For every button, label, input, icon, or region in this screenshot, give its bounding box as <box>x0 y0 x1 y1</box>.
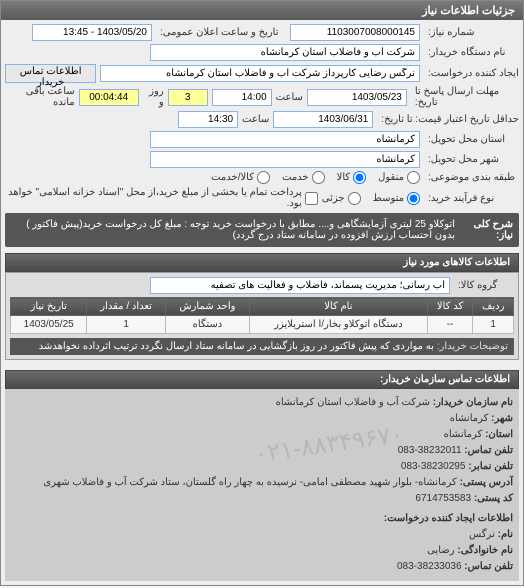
process-note-check[interactable]: پرداخت تمام یا بخشی از مبلغ خرید،از محل … <box>5 187 318 209</box>
table-cell: دستگاه اتوکلاو بخار/ا استریلایزر <box>249 316 427 334</box>
deadline-time-input[interactable] <box>212 89 272 106</box>
announce-label: تاریخ و ساعت اعلان عمومی: <box>156 27 286 38</box>
budget-opt-1[interactable]: کالا <box>337 171 367 184</box>
city-input[interactable] <box>150 151 420 168</box>
desc-label: شرح کلی نیاز: <box>463 219 513 241</box>
table-header: نام کالا <box>249 298 427 316</box>
contact-section-title: اطلاعات تماس سازمان خریدار: <box>5 370 519 389</box>
buyer-note-bar: توضیحات خریدار: به مواردی که پیش فاکتور … <box>10 338 514 355</box>
announce-date-input[interactable] <box>32 24 152 41</box>
province-input[interactable] <box>150 131 420 148</box>
org-name-input[interactable] <box>150 44 420 61</box>
time-label: ساعت <box>276 92 303 103</box>
contact-block: نام سازمان خریدار: شرکت آب و فاضلاب استا… <box>5 389 519 581</box>
org-name-label: نام دستگاه خریدار: <box>424 47 519 58</box>
need-number-label: شماره نیاز: <box>424 27 519 38</box>
goods-section-title: اطلاعات کالاهای مورد نیاز <box>5 253 519 272</box>
table-row[interactable]: 1--دستگاه اتوکلاو بخار/ا استریلایزردستگا… <box>11 316 514 334</box>
table-cell: 1403/05/25 <box>11 316 87 334</box>
price-deadline-time[interactable] <box>178 111 238 128</box>
buyer-note-label: توضیحات خریدار: <box>437 341 508 352</box>
budget-opt-0[interactable]: منقول <box>378 171 420 184</box>
city-label: شهر محل تحویل: <box>424 154 519 165</box>
budget-opt-3[interactable]: کالا/خدمت <box>211 171 270 184</box>
table-cell: دستگاه <box>165 316 249 334</box>
group-label: گروه کالا: <box>454 280 514 291</box>
province-label: استان محل تحویل: <box>424 134 519 145</box>
table-header: واحد شمارش <box>165 298 249 316</box>
group-input[interactable] <box>150 277 450 294</box>
table-header: ردیف <box>473 298 514 316</box>
desc-text: اتوکلاو 25 لیتری آزمایشگاهی و.... مطابق … <box>11 219 455 241</box>
deadline-date-input[interactable] <box>307 89 407 106</box>
process-opt-0[interactable]: متوسط <box>373 192 420 205</box>
time-label-2: ساعت <box>242 114 269 125</box>
description-block: شرح کلی نیاز: اتوکلاو 25 لیتری آزمایشگاه… <box>5 213 519 247</box>
table-cell: -- <box>427 316 473 334</box>
days-label: روز و <box>143 86 164 108</box>
process-type-label: نوع فرآیند خرید: <box>424 193 519 204</box>
budget-type-label: طبقه بندی موضوعی: <box>424 172 519 183</box>
process-opt-1[interactable]: جزئی <box>322 192 361 205</box>
table-header: کد کالا <box>427 298 473 316</box>
requester-label: ایجاد کننده درخواست: <box>424 68 519 79</box>
table-header: تاریخ نیاز <box>11 298 87 316</box>
price-deadline-date[interactable] <box>273 111 373 128</box>
deadline-label: مهلت ارسال پاسخ تا تاریخ: <box>411 86 519 108</box>
main-header: جزئیات اطلاعات نیاز <box>1 1 523 20</box>
contact-buyer-button[interactable]: اطلاعات تماس خریدار <box>5 64 96 83</box>
goods-table: ردیفکد کالانام کالاواحد شمارشتعداد / مقد… <box>10 297 514 334</box>
price-deadline-label: حداقل تاریخ اعتبار قیمت: تا تاریخ: <box>377 114 519 125</box>
buyer-note-text: به مواردی که پیش فاکتور در روز بازگشایی … <box>39 341 434 352</box>
table-cell: 1 <box>473 316 514 334</box>
time-remaining <box>79 89 139 106</box>
table-cell: 1 <box>87 316 165 334</box>
budget-opt-2[interactable]: خدمت <box>282 171 325 184</box>
need-number-input[interactable] <box>290 24 420 41</box>
remain-label: ساعت باقی مانده <box>5 86 75 108</box>
table-header: تعداد / مقدار <box>87 298 165 316</box>
days-remaining <box>168 89 208 106</box>
requester-input[interactable] <box>100 65 420 82</box>
